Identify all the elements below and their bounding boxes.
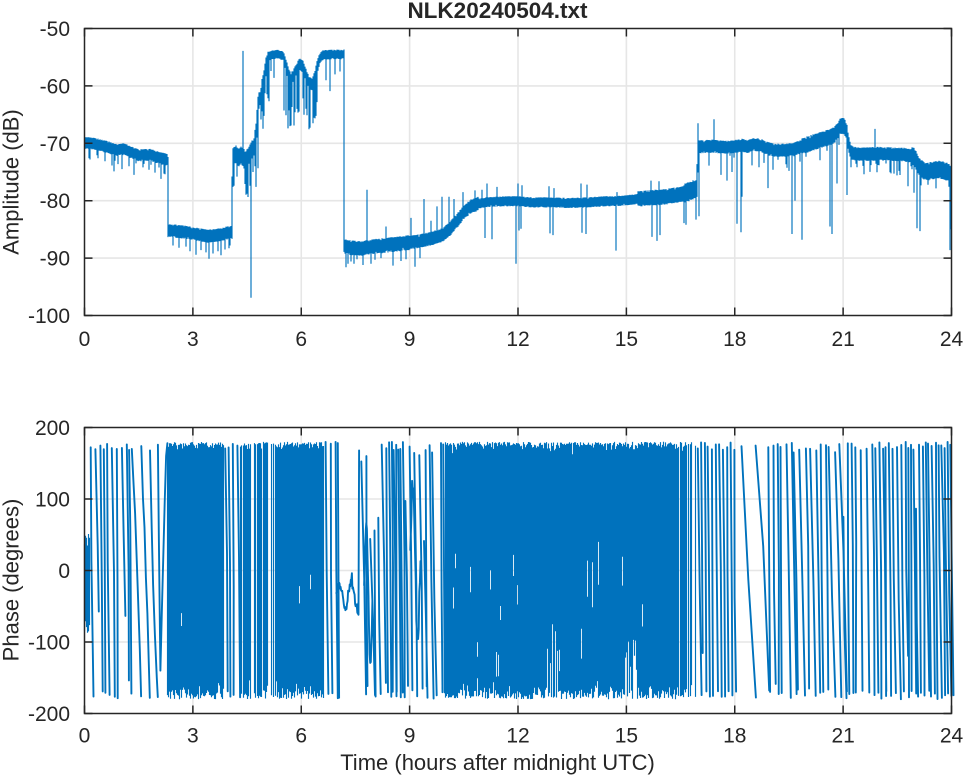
- svg-text:3: 3: [187, 328, 199, 351]
- svg-text:-100: -100: [28, 305, 70, 328]
- svg-text:18: 18: [723, 328, 746, 351]
- svg-text:200: 200: [35, 417, 70, 440]
- svg-text:21: 21: [831, 725, 854, 748]
- svg-text:-70: -70: [40, 133, 70, 156]
- svg-text:6: 6: [295, 328, 307, 351]
- svg-text:0: 0: [58, 560, 70, 583]
- svg-text:Amplitude (dB): Amplitude (dB): [0, 109, 24, 255]
- svg-text:15: 15: [615, 328, 638, 351]
- svg-text:9: 9: [404, 725, 416, 748]
- svg-text:18: 18: [723, 725, 746, 748]
- svg-text:-80: -80: [40, 190, 70, 213]
- svg-text:-50: -50: [40, 18, 70, 41]
- svg-text:24: 24: [940, 725, 964, 748]
- svg-text:3: 3: [187, 725, 199, 748]
- svg-text:NLK20240504.txt: NLK20240504.txt: [407, 0, 588, 23]
- svg-text:100: 100: [35, 489, 70, 512]
- svg-text:12: 12: [506, 328, 529, 351]
- svg-text:6: 6: [295, 725, 307, 748]
- svg-text:-90: -90: [40, 248, 70, 271]
- svg-text:Time (hours after midnight UTC: Time (hours after midnight UTC): [340, 750, 655, 775]
- svg-text:0: 0: [79, 328, 91, 351]
- svg-text:-200: -200: [28, 703, 70, 726]
- svg-text:9: 9: [404, 328, 416, 351]
- svg-text:12: 12: [506, 725, 529, 748]
- svg-text:24: 24: [940, 328, 964, 351]
- svg-text:-100: -100: [28, 632, 70, 655]
- svg-text:21: 21: [831, 328, 854, 351]
- svg-text:Phase (degrees): Phase (degrees): [0, 499, 24, 662]
- svg-text:0: 0: [79, 725, 91, 748]
- svg-text:15: 15: [615, 725, 638, 748]
- svg-text:-60: -60: [40, 75, 70, 98]
